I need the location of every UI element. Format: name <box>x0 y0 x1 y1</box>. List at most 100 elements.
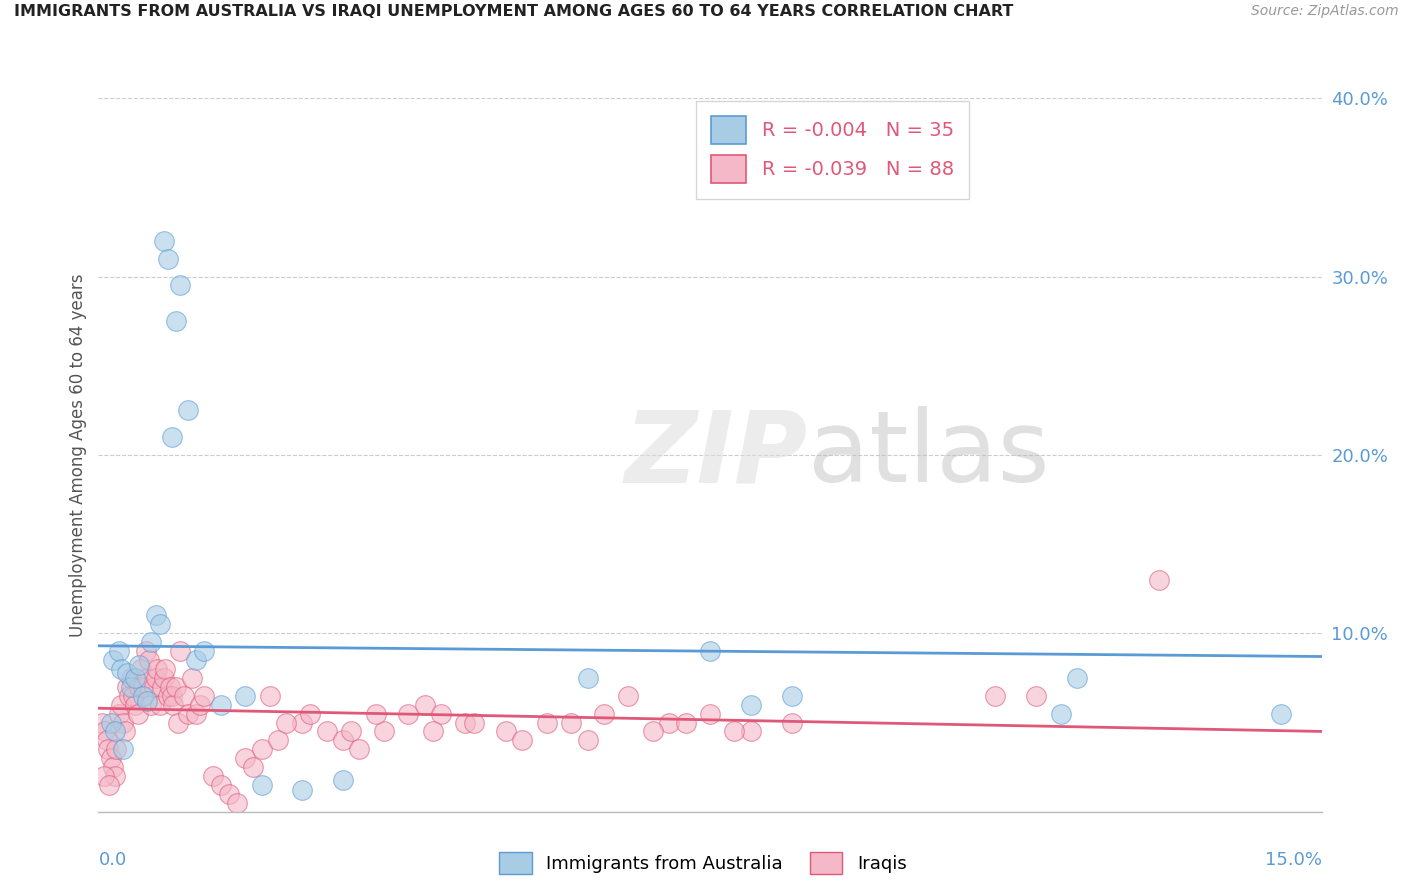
Point <box>165 314 187 328</box>
Point <box>121 689 143 703</box>
Point <box>104 769 127 783</box>
Point <box>675 715 697 730</box>
Point <box>259 689 281 703</box>
Point <box>181 671 204 685</box>
Point <box>93 769 115 783</box>
Point <box>165 680 187 694</box>
Text: Source: ZipAtlas.com: Source: ZipAtlas.com <box>1251 4 1399 19</box>
Point <box>111 715 134 730</box>
Point <box>145 671 167 685</box>
Legend: R = -0.004   N = 35, R = -0.039   N = 88: R = -0.004 N = 35, R = -0.039 N = 88 <box>696 101 969 199</box>
Point <box>162 698 184 712</box>
Point <box>332 733 354 747</box>
Point <box>340 724 363 739</box>
Text: 0.0: 0.0 <box>98 851 127 869</box>
Point <box>177 706 200 721</box>
Point <box>138 653 160 667</box>
Point <box>658 715 681 730</box>
Point <box>110 662 132 676</box>
Point <box>422 724 444 739</box>
Point <box>454 715 477 730</box>
Legend: Immigrants from Australia, Iraqis: Immigrants from Australia, Iraqis <box>492 845 914 881</box>
Point <box>291 783 314 797</box>
Point <box>91 715 114 730</box>
Point <box>177 403 200 417</box>
Point <box>641 724 664 739</box>
Point <box>233 689 256 703</box>
Point <box>152 234 174 248</box>
Point <box>120 680 142 694</box>
Point <box>267 733 290 747</box>
Point <box>536 715 558 730</box>
Point <box>299 706 322 721</box>
Point <box>160 430 183 444</box>
Point <box>250 742 273 756</box>
Point <box>127 706 149 721</box>
Point <box>156 689 179 703</box>
Point <box>201 769 224 783</box>
Point <box>152 671 174 685</box>
Point <box>1270 706 1292 721</box>
Point <box>560 715 582 730</box>
Point <box>576 671 599 685</box>
Point <box>115 680 138 694</box>
Point <box>149 617 172 632</box>
Point <box>495 724 517 739</box>
Point <box>129 662 152 676</box>
Point <box>315 724 337 739</box>
Point <box>150 680 173 694</box>
Text: 15.0%: 15.0% <box>1264 851 1322 869</box>
Point <box>110 698 132 712</box>
Point <box>111 742 134 756</box>
Point <box>145 608 167 623</box>
Point <box>105 742 128 756</box>
Point <box>233 751 256 765</box>
Point <box>169 278 191 293</box>
Point <box>141 698 163 712</box>
Point <box>146 662 169 676</box>
Y-axis label: Unemployment Among Ages 60 to 64 years: Unemployment Among Ages 60 to 64 years <box>69 273 87 637</box>
Point <box>740 698 762 712</box>
Point <box>104 724 127 739</box>
Point <box>209 778 232 792</box>
Point <box>108 706 131 721</box>
Point <box>291 715 314 730</box>
Point <box>209 698 232 712</box>
Text: atlas: atlas <box>808 407 1049 503</box>
Point <box>430 706 453 721</box>
Point <box>118 689 141 703</box>
Point <box>218 787 240 801</box>
Point <box>396 706 419 721</box>
Point <box>242 760 264 774</box>
Point <box>98 778 121 792</box>
Point <box>132 680 155 694</box>
Point <box>94 724 117 739</box>
Point <box>136 671 159 685</box>
Point <box>135 644 157 658</box>
Point <box>1147 573 1170 587</box>
Point <box>155 662 177 676</box>
Point <box>141 635 163 649</box>
Point <box>780 689 803 703</box>
Point <box>593 706 616 721</box>
Point <box>124 698 146 712</box>
Point <box>984 689 1007 703</box>
Text: IMMIGRANTS FROM AUSTRALIA VS IRAQI UNEMPLOYMENT AMONG AGES 60 TO 64 YEARS CORREL: IMMIGRANTS FROM AUSTRALIA VS IRAQI UNEMP… <box>14 4 1014 20</box>
Point <box>96 733 118 747</box>
Point <box>250 778 273 792</box>
Point <box>373 724 395 739</box>
Point <box>274 715 297 730</box>
Point <box>132 689 155 703</box>
Point <box>512 733 534 747</box>
Point <box>136 694 159 708</box>
Point <box>193 644 215 658</box>
Point <box>193 689 215 703</box>
Point <box>97 742 120 756</box>
Point <box>740 724 762 739</box>
Point <box>699 706 721 721</box>
Point <box>120 671 142 685</box>
Point <box>101 760 124 774</box>
Point <box>1066 671 1088 685</box>
Point <box>100 715 122 730</box>
Point <box>115 665 138 680</box>
